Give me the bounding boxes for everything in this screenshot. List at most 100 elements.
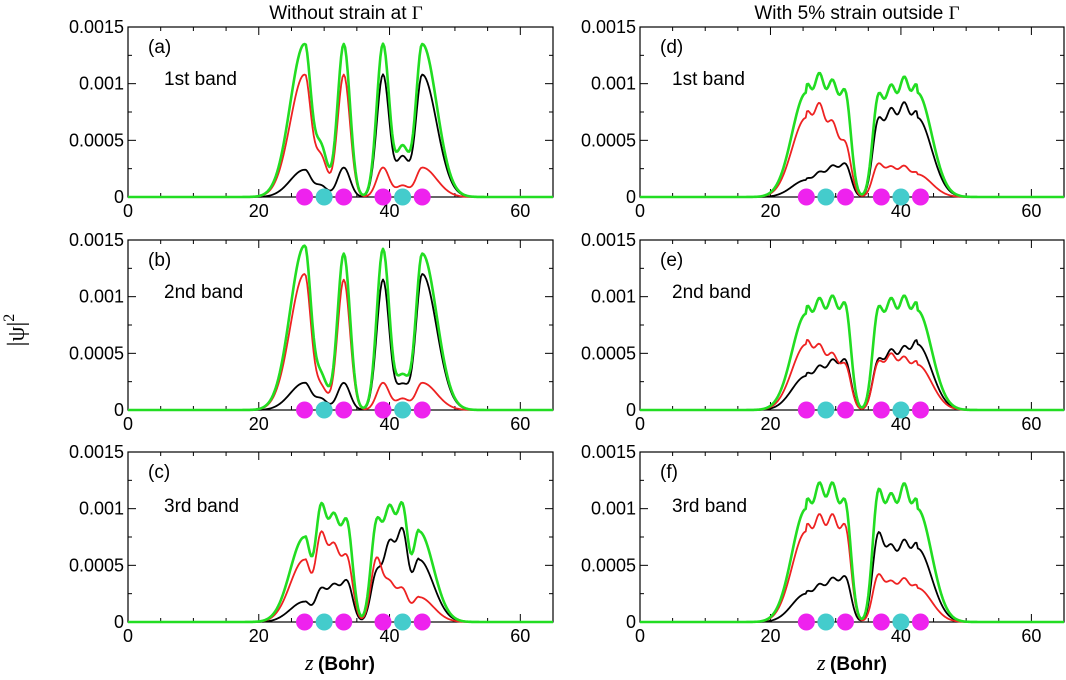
y-tick-label-b: 0 (114, 400, 124, 420)
atom-magenta-e (911, 401, 929, 419)
x-tick-label-f: 0 (635, 626, 645, 646)
band-label-e: 2nd band (672, 282, 751, 303)
band-label-f: 3rd band (672, 496, 747, 517)
atom-magenta-c (374, 613, 392, 631)
series-green-a (128, 42, 553, 199)
atom-magenta-b (296, 401, 314, 419)
panel-c: 0 20 40 60 0 0.0005 0.001 0.0015 (c) 3rd band (69, 442, 554, 646)
x-tick-label-d: 20 (760, 201, 780, 221)
series-red-c (128, 530, 553, 623)
x-axis-label-left: z (Bohr) (304, 650, 375, 675)
x-tick-label-c: 40 (380, 626, 400, 646)
x-tick-label-a: 20 (249, 201, 269, 221)
x-axis-label-right: z (Bohr) (816, 650, 887, 675)
x-tick-label-c: 20 (249, 626, 269, 646)
panel-label-f: (f) (660, 462, 678, 483)
y-tick-label-e: 0 (626, 400, 636, 420)
atom-magenta-d (797, 188, 815, 206)
panels: 0 20 40 60 0 0.0005 0.001 0.0015 (a) 1st band 0 20 4… (69, 17, 1065, 646)
y-tick-label-d: 0.001 (591, 74, 636, 94)
atom-cyan-a (394, 188, 412, 206)
series-green-e (640, 294, 1064, 412)
x-tick-label-c: 60 (510, 626, 530, 646)
x-tick-label-f: 40 (891, 626, 911, 646)
atom-magenta-f (836, 613, 854, 631)
atom-cyan-b (315, 401, 333, 419)
series-red-a (128, 73, 553, 198)
atom-magenta-e (797, 401, 815, 419)
series-green-b (128, 244, 553, 412)
panel-b: 0 20 40 60 0 0.0005 0.001 0.0015 (b) 2nd band (69, 230, 554, 434)
atom-cyan-f (817, 613, 835, 631)
x-tick-label-b: 60 (510, 414, 530, 434)
y-tick-label-d: 0 (626, 187, 636, 207)
atom-cyan-d (892, 188, 910, 206)
atom-magenta-c (413, 613, 431, 631)
left-column-title: Without strain at Γ (269, 3, 423, 24)
atom-cyan-d (817, 188, 835, 206)
y-tick-label-d: 0.0005 (581, 130, 636, 150)
panel-label-e: (e) (660, 250, 683, 271)
atom-cyan-b (394, 401, 412, 419)
atom-cyan-f (892, 613, 910, 631)
x-tick-label-b: 40 (380, 414, 400, 434)
y-tick-label-e: 0.0005 (581, 343, 636, 363)
band-label-c: 3rd band (164, 496, 239, 517)
x-tick-label-e: 40 (891, 414, 911, 434)
panel-label-c: (c) (148, 462, 170, 483)
atom-magenta-d (836, 188, 854, 206)
x-tick-label-a: 60 (510, 201, 530, 221)
y-tick-label-f: 0.0005 (581, 555, 636, 575)
atom-magenta-b (374, 401, 392, 419)
atom-magenta-d (911, 188, 929, 206)
series-green-c (128, 501, 553, 624)
y-axis-label: |ψ|2 (1, 314, 30, 347)
atom-cyan-a (315, 188, 333, 206)
y-tick-label-c: 0.0015 (69, 442, 124, 462)
atom-magenta-a (374, 188, 392, 206)
y-tick-label-a: 0.0015 (69, 17, 124, 37)
atom-magenta-d (872, 188, 890, 206)
atom-cyan-e (892, 401, 910, 419)
atom-magenta-e (836, 401, 854, 419)
y-tick-label-f: 0.001 (591, 499, 636, 519)
y-tick-label-f: 0.0015 (581, 442, 636, 462)
atom-cyan-c (394, 613, 412, 631)
panel-label-b: (b) (148, 250, 171, 271)
panel-label-a: (a) (148, 37, 171, 58)
atom-magenta-a (335, 188, 353, 206)
atom-cyan-e (817, 401, 835, 419)
x-tick-label-d: 0 (635, 201, 645, 221)
panel-a: 0 20 40 60 0 0.0005 0.001 0.0015 (a) 1st band (69, 17, 554, 221)
y-tick-label-e: 0.0015 (581, 230, 636, 250)
panel-e: 0 20 40 60 0 0.0005 0.001 0.0015 (e) 2nd band (581, 230, 1065, 434)
y-tick-label-a: 0 (114, 187, 124, 207)
x-tick-label-c: 0 (123, 626, 133, 646)
x-tick-label-d: 60 (1021, 201, 1041, 221)
x-tick-label-a: 0 (123, 201, 133, 221)
x-tick-label-f: 60 (1021, 626, 1041, 646)
x-tick-label-b: 20 (249, 414, 269, 434)
x-tick-label-f: 20 (760, 626, 780, 646)
atom-magenta-a (296, 188, 314, 206)
atom-magenta-f (872, 613, 890, 631)
x-tick-label-a: 40 (380, 201, 400, 221)
atom-magenta-f (797, 613, 815, 631)
y-tick-label-c: 0 (114, 612, 124, 632)
atom-magenta-f (911, 613, 929, 631)
band-label-a: 1st band (164, 69, 237, 90)
atom-magenta-e (872, 401, 890, 419)
x-tick-label-b: 0 (123, 414, 133, 434)
x-tick-label-e: 0 (635, 414, 645, 434)
panel-label-d: (d) (660, 37, 683, 58)
panel-f: 0 20 40 60 0 0.0005 0.001 0.0015 (f) 3rd band (581, 442, 1065, 646)
panel-d: 0 20 40 60 0 0.0005 0.001 0.0015 (d) 1st band (581, 17, 1065, 221)
atom-magenta-b (413, 401, 431, 419)
y-tick-label-e: 0.001 (591, 287, 636, 307)
y-tick-label-b: 0.0005 (69, 343, 124, 363)
band-label-b: 2nd band (164, 282, 243, 303)
atom-cyan-c (315, 613, 333, 631)
x-tick-label-e: 20 (760, 414, 780, 434)
atom-magenta-c (296, 613, 314, 631)
y-tick-label-a: 0.001 (79, 74, 124, 94)
